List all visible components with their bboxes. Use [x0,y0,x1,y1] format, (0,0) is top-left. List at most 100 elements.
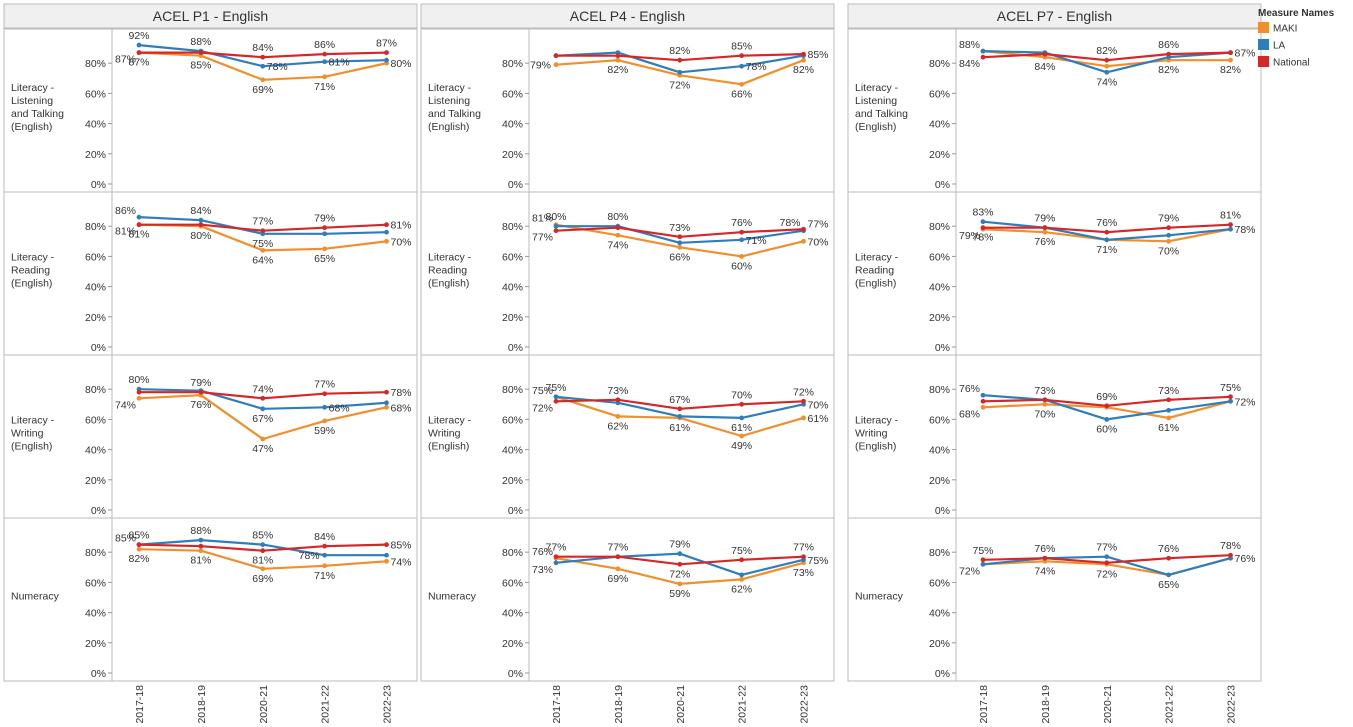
legend-label: LA [1273,41,1286,52]
data-point-national [1228,552,1233,558]
y-tick-label: 60% [85,251,106,263]
y-tick-label: 20% [929,149,950,161]
data-label: 68% [391,402,412,414]
data-label: 74% [391,556,412,568]
data-label: 76% [959,383,980,395]
data-point-national [1104,57,1110,63]
data-label: 74% [1034,565,1055,577]
data-label: 78% [267,61,288,73]
data-label: 62% [607,420,628,432]
y-tick-label: 0% [91,668,106,680]
data-label: 81% [329,57,350,69]
data-point-national [677,57,683,63]
data-label: 74% [252,383,273,395]
panel-title: ACEL P7 - English [997,8,1112,24]
data-point-maki [801,57,806,63]
data-point-national [384,389,389,395]
data-point-maki [322,74,328,80]
data-point-national [260,548,266,554]
data-point-national [136,50,142,56]
data-label: 59% [314,425,335,437]
data-label: 67% [669,394,690,406]
y-tick-label: 60% [502,577,523,589]
data-point-maki [260,436,266,442]
y-tick-label: 80% [502,384,523,396]
data-point-national [553,398,559,404]
data-label: 75% [731,545,752,557]
x-tick-label: 2022-23 [799,685,811,724]
data-point-national [384,50,389,56]
data-point-national [136,389,142,395]
data-label: 82% [1220,64,1241,76]
y-tick-label: 0% [508,342,523,354]
y-tick-label: 80% [929,547,950,559]
data-point-maki [1104,63,1110,69]
data-point-national [1166,555,1172,561]
data-label: 79% [1034,213,1055,225]
data-point-national [980,225,986,231]
data-label: 75% [1220,382,1241,394]
data-point-national [801,226,806,232]
data-label: 70% [391,236,412,248]
data-label: 76% [190,399,211,411]
data-label: 81% [391,220,412,232]
data-point-maki [384,558,389,564]
data-label: 81% [532,213,553,225]
data-point-maki [322,246,328,252]
data-point-national [553,53,559,59]
data-label: 77% [252,216,273,228]
y-tick-label: 20% [502,638,523,650]
data-label: 87% [1235,48,1256,60]
x-tick-label: 2020-21 [1102,685,1114,724]
y-tick-label: 60% [85,414,106,426]
x-tick-label: 2018-19 [196,685,208,724]
legend: Measure Names MAKI LA National [1258,8,1335,69]
data-label: 76% [1034,236,1055,248]
row-label: Literacy -Listening and Talking (English) [855,82,908,133]
data-point-national [198,389,204,395]
x-tick-label: 2021-22 [737,685,749,724]
legend-swatch-maki [1258,22,1269,33]
x-tick-label: 2017-18 [134,685,146,724]
data-point-maki [1166,238,1172,244]
data-label: 88% [190,525,211,537]
data-point-la [677,413,683,419]
data-label: 77% [607,542,628,554]
y-tick-label: 80% [929,58,950,70]
y-tick-label: 0% [508,505,523,517]
data-label: 79% [314,213,335,225]
data-point-national [677,406,683,412]
data-label: 81% [128,229,149,241]
data-point-la [1228,226,1233,232]
data-label: 78% [391,387,412,399]
panel-title: ACEL P1 - English [153,8,268,24]
data-point-national [198,222,204,228]
data-point-national [260,228,266,234]
data-label: 86% [1158,39,1179,51]
data-point-la [384,552,389,558]
data-label: 72% [959,565,980,577]
data-label: 82% [128,553,149,565]
data-point-maki [1042,229,1048,235]
panel-title-bg [3,3,418,29]
data-label: 61% [731,422,752,434]
data-point-national [1104,560,1110,566]
data-label: 75% [545,382,566,394]
data-point-la [980,561,986,567]
data-label: 75% [972,545,993,557]
data-label: 70% [731,389,752,401]
y-tick-label: 40% [85,608,106,620]
data-point-maki [322,418,328,424]
data-point-maki [615,57,621,63]
data-label: 71% [314,81,335,93]
y-tick-label: 0% [508,179,523,191]
data-point-maki [615,566,621,572]
data-point-national [1042,397,1048,403]
data-point-national [1166,397,1172,403]
data-label: 84% [959,58,980,70]
data-label: 81% [1220,210,1241,222]
data-point-national [1042,225,1048,231]
data-point-national [1228,50,1233,56]
y-tick-label: 0% [935,179,950,191]
